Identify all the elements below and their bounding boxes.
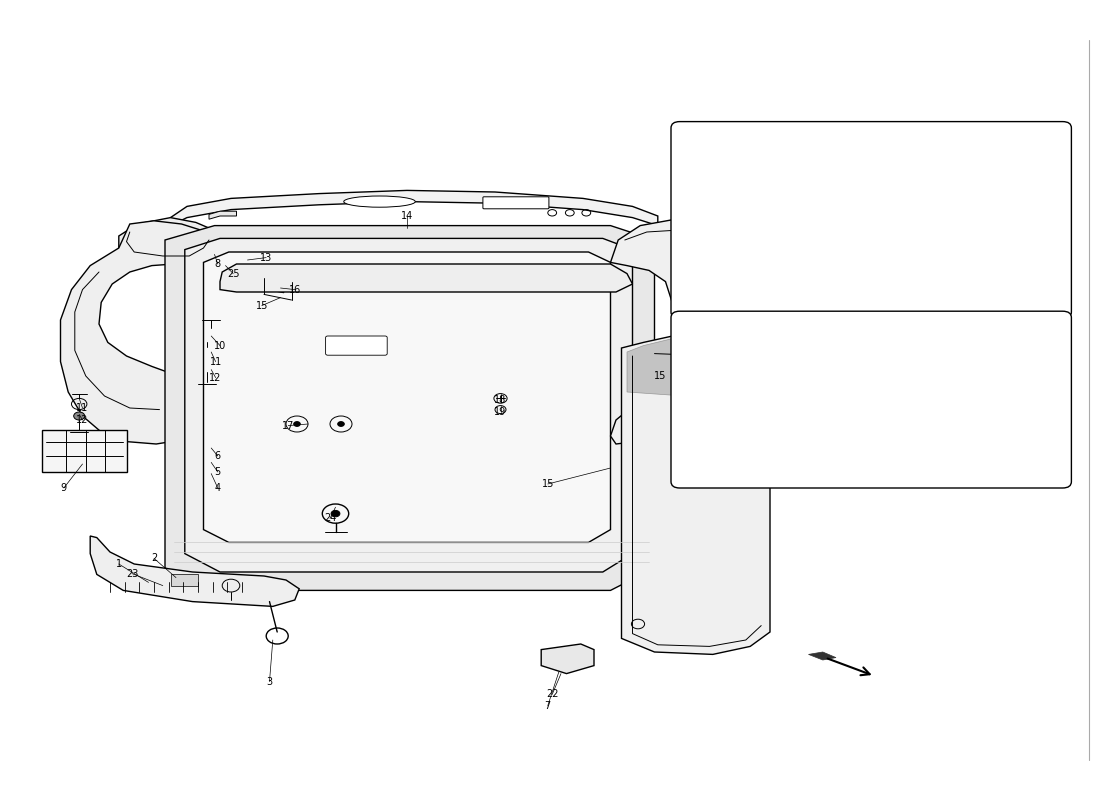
Text: 11: 11 bbox=[76, 403, 89, 413]
Polygon shape bbox=[541, 644, 594, 674]
Text: 5: 5 bbox=[214, 467, 221, 477]
Text: 19: 19 bbox=[494, 407, 507, 417]
Text: 25: 25 bbox=[227, 269, 240, 278]
Polygon shape bbox=[834, 347, 893, 378]
Polygon shape bbox=[204, 252, 610, 542]
Text: 14: 14 bbox=[400, 211, 414, 221]
Text: 17: 17 bbox=[282, 421, 295, 430]
Text: 00: 00 bbox=[838, 471, 851, 481]
Polygon shape bbox=[713, 332, 1043, 466]
Circle shape bbox=[331, 510, 340, 517]
Polygon shape bbox=[170, 574, 198, 586]
Text: 12: 12 bbox=[209, 373, 222, 382]
Ellipse shape bbox=[343, 196, 415, 207]
Polygon shape bbox=[790, 162, 845, 202]
Polygon shape bbox=[693, 322, 1054, 474]
Text: 15: 15 bbox=[255, 301, 268, 310]
Polygon shape bbox=[42, 430, 127, 472]
Polygon shape bbox=[621, 332, 770, 654]
Text: 16: 16 bbox=[288, 285, 301, 294]
Polygon shape bbox=[165, 226, 654, 590]
Circle shape bbox=[338, 422, 344, 426]
Polygon shape bbox=[808, 652, 836, 660]
FancyBboxPatch shape bbox=[483, 197, 549, 209]
Text: 9: 9 bbox=[60, 483, 67, 493]
Text: 12: 12 bbox=[76, 415, 89, 425]
Text: 8: 8 bbox=[214, 259, 221, 269]
Text: 13: 13 bbox=[260, 253, 273, 262]
Polygon shape bbox=[220, 264, 632, 292]
FancyBboxPatch shape bbox=[326, 336, 387, 355]
Polygon shape bbox=[840, 354, 886, 371]
Text: 15: 15 bbox=[653, 371, 667, 381]
Polygon shape bbox=[691, 146, 812, 160]
Polygon shape bbox=[834, 139, 880, 152]
Text: 1: 1 bbox=[116, 559, 122, 569]
Polygon shape bbox=[60, 221, 220, 444]
Text: eurospares: eurospares bbox=[585, 410, 779, 438]
Polygon shape bbox=[90, 536, 299, 606]
Circle shape bbox=[74, 412, 85, 420]
Text: 15: 15 bbox=[890, 258, 903, 267]
Polygon shape bbox=[750, 160, 786, 170]
FancyBboxPatch shape bbox=[671, 122, 1071, 318]
Polygon shape bbox=[680, 320, 742, 408]
Text: 23: 23 bbox=[125, 569, 139, 578]
Text: J: J bbox=[869, 322, 873, 337]
Text: 00: 00 bbox=[878, 471, 891, 481]
Text: 4: 4 bbox=[214, 483, 221, 493]
Circle shape bbox=[201, 364, 212, 372]
Text: 7: 7 bbox=[544, 701, 551, 710]
Polygon shape bbox=[119, 218, 220, 262]
Polygon shape bbox=[610, 220, 735, 444]
Text: 3: 3 bbox=[266, 677, 273, 686]
Polygon shape bbox=[627, 338, 764, 402]
Text: 11: 11 bbox=[209, 357, 222, 366]
Polygon shape bbox=[267, 282, 284, 293]
FancyBboxPatch shape bbox=[671, 311, 1071, 488]
Polygon shape bbox=[823, 139, 1054, 162]
Text: 6: 6 bbox=[214, 451, 221, 461]
Circle shape bbox=[294, 422, 300, 426]
Text: 18: 18 bbox=[494, 395, 507, 405]
Text: 15: 15 bbox=[541, 479, 554, 489]
Text: 21: 21 bbox=[750, 203, 763, 213]
Text: 26: 26 bbox=[796, 471, 810, 481]
Text: 24: 24 bbox=[323, 514, 337, 523]
Text: 2: 2 bbox=[151, 554, 157, 563]
Text: eurospares: eurospares bbox=[200, 410, 394, 438]
Text: 4: 4 bbox=[761, 471, 768, 481]
Polygon shape bbox=[209, 211, 236, 219]
Text: 20: 20 bbox=[862, 203, 876, 213]
Text: 22: 22 bbox=[546, 690, 559, 699]
Polygon shape bbox=[185, 238, 632, 572]
Polygon shape bbox=[170, 190, 658, 226]
Text: 10: 10 bbox=[213, 341, 227, 350]
